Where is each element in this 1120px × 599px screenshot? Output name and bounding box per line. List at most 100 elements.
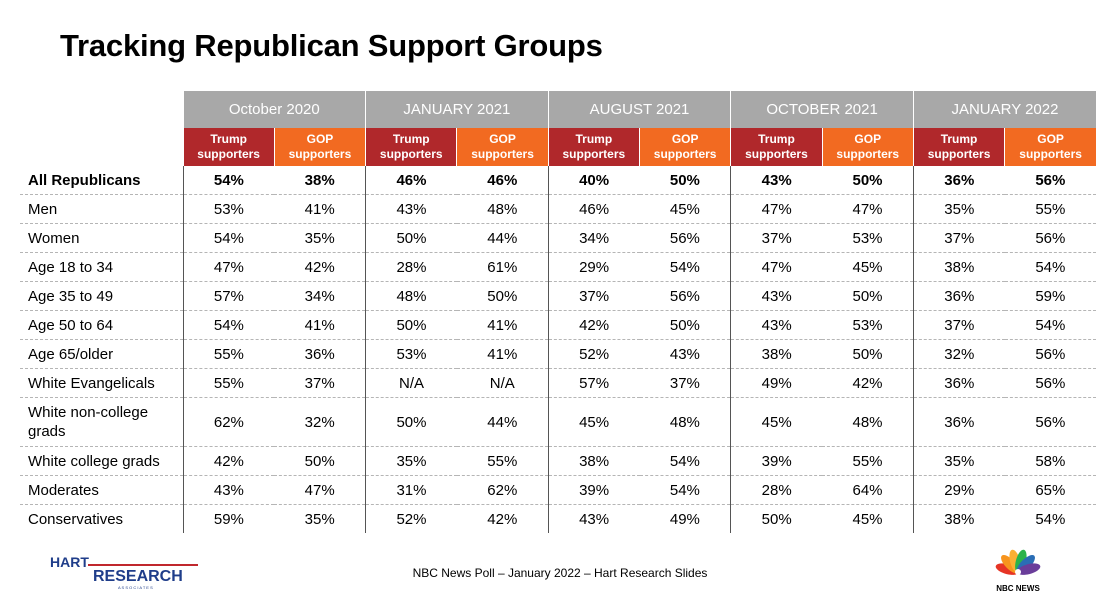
table-cell: 29% xyxy=(547,252,640,282)
page-title: Tracking Republican Support Groups xyxy=(60,28,603,63)
table-cell: 38% xyxy=(912,252,1005,282)
table-cell: 55% xyxy=(456,446,549,476)
gop-header-line2: supporters xyxy=(471,147,534,161)
gop-header-line1: GOP xyxy=(489,132,516,146)
table-cell: 43% xyxy=(182,475,275,505)
table-cell: 53% xyxy=(822,223,914,253)
gop-supporters-header: GOP supporters xyxy=(1004,128,1097,166)
trump-header-line1: Trump xyxy=(210,132,247,146)
table-cell: 28% xyxy=(365,252,457,282)
table-cell: 45% xyxy=(639,194,731,224)
table-cell: 35% xyxy=(365,446,457,476)
table-row: White non-college grads 62% 32% 50% 44% 45% 48… xyxy=(20,397,1097,447)
table-cell: 47% xyxy=(730,252,823,282)
table-cell: 40% xyxy=(547,166,640,195)
table-cell: 37% xyxy=(274,368,366,398)
table-cell: 56% xyxy=(1004,397,1097,447)
nbc-logo-text: NBC NEWS xyxy=(996,584,1040,592)
table-cell: 37% xyxy=(912,310,1005,340)
table-cell: 38% xyxy=(912,504,1005,533)
table-row: Moderates 43% 47% 31% 62% 39% 54% 28% 64% 29% 65% xyxy=(20,475,1097,505)
table-row: Age 65/older 55% 36% 53% 41% 52% 43% 38% 50% 32% 5… xyxy=(20,339,1097,369)
table-cell: N/A xyxy=(456,368,549,398)
table-row: Conservatives 59% 35% 52% 42% 43% 49% 50% 45% 38%… xyxy=(20,504,1096,533)
table-cell: 49% xyxy=(730,368,823,398)
table-cell: 54% xyxy=(639,446,731,476)
trump-header-line2: supporters xyxy=(927,147,991,161)
table-cell: 43% xyxy=(365,194,457,224)
trump-header-line2: supporters xyxy=(379,147,443,161)
row-label: Age 18 to 34 xyxy=(20,252,183,282)
table-cell: 36% xyxy=(274,339,366,369)
table-cell: 35% xyxy=(274,223,366,253)
table-cell: 36% xyxy=(912,368,1005,398)
table-row: Age 50 to 64 54% 41% 50% 41% 42% 50% 43% 53% 37% 5… xyxy=(20,310,1097,340)
row-label: White non-college grads xyxy=(20,397,183,447)
table-cell: 41% xyxy=(456,339,549,369)
table-cell: 50% xyxy=(730,504,823,533)
table-cell: 44% xyxy=(456,223,549,253)
table-row: Men 53% 41% 43% 48% 46% 45% 47% 47% 35% 55% xyxy=(20,194,1097,224)
trump-supporters-header: Trump supporters xyxy=(547,128,640,166)
table-cell: 55% xyxy=(182,368,275,398)
table-body: All Republicans 54% 38% 46% 46% 40% 50% 43% 50% 3… xyxy=(20,166,1097,533)
table-cell: 58% xyxy=(1004,446,1097,476)
table-cell: 42% xyxy=(547,310,640,340)
table-cell: 53% xyxy=(182,194,275,224)
gop-header-line2: supporters xyxy=(1019,147,1082,161)
table-cell: 36% xyxy=(912,397,1005,447)
table-cell: 50% xyxy=(365,397,457,447)
row-label: Age 65/older xyxy=(20,339,183,369)
table-cell: 38% xyxy=(547,446,640,476)
table-cell: 56% xyxy=(1004,368,1097,398)
table-cell: 37% xyxy=(547,281,640,311)
table-cell: 28% xyxy=(730,475,823,505)
table-cell: 50% xyxy=(456,281,549,311)
table-cell: 42% xyxy=(182,446,275,476)
gop-header-line1: GOP xyxy=(306,132,334,146)
gop-header-line1: GOP xyxy=(1037,132,1064,146)
table-cell: 59% xyxy=(182,504,275,533)
table-cell: 45% xyxy=(730,397,823,447)
table-cell: 50% xyxy=(639,310,731,340)
table-cell: 52% xyxy=(547,339,640,369)
table-cell: 39% xyxy=(547,475,640,505)
trump-header-line1: Trump xyxy=(575,132,613,146)
table-cell: 57% xyxy=(182,281,275,311)
gop-supporters-header: GOP supporters xyxy=(456,128,549,166)
hart-logo-line1: HART xyxy=(50,554,89,570)
table-cell: 38% xyxy=(274,166,366,195)
table-cell: 47% xyxy=(730,194,823,224)
table-cell: 50% xyxy=(822,281,914,311)
wave-header: OCTOBER 2021 xyxy=(730,91,914,128)
table-cell: 54% xyxy=(639,252,731,282)
gop-supporters-header: GOP supporters xyxy=(273,128,366,166)
table-cell: 36% xyxy=(912,281,1005,311)
table-cell: 45% xyxy=(852,510,883,528)
table-cell: 48% xyxy=(456,194,549,224)
table-cell: 44% xyxy=(456,397,549,447)
table-cell: 42% xyxy=(487,510,518,528)
table-cell: 39% xyxy=(730,446,823,476)
table-cell: 38% xyxy=(730,339,823,369)
gop-header-line1: GOP xyxy=(854,132,882,146)
wave-header: JANUARY 2021 xyxy=(365,91,549,128)
trump-supporters-header: Trump supporters xyxy=(365,128,457,166)
table-cell: 36% xyxy=(912,166,1005,195)
table-cell: 43% xyxy=(730,281,823,311)
table-cell: 50% xyxy=(639,166,731,195)
table-cell: 46% xyxy=(456,166,549,195)
trump-supporters-header: Trump supporters xyxy=(182,128,275,166)
table-cell: 55% xyxy=(182,339,275,369)
table-cell: 29% xyxy=(912,475,1005,505)
trump-header-line2: supporters xyxy=(562,147,626,161)
table-cell: 62% xyxy=(182,397,275,447)
wave-header-row: October 2020 JANUARY 2021 AUGUST 2021 OCTOB… xyxy=(20,91,1097,128)
table-cell: 48% xyxy=(822,397,914,447)
table-cell: 43% xyxy=(547,504,640,533)
footer-source: NBC News Poll – January 2022 – Hart Rese… xyxy=(412,566,708,580)
table-cell: 54% xyxy=(1004,252,1097,282)
table-cell: 54% xyxy=(1035,510,1066,528)
table-cell: 54% xyxy=(182,223,275,253)
wave-header: October 2020 xyxy=(182,91,366,128)
